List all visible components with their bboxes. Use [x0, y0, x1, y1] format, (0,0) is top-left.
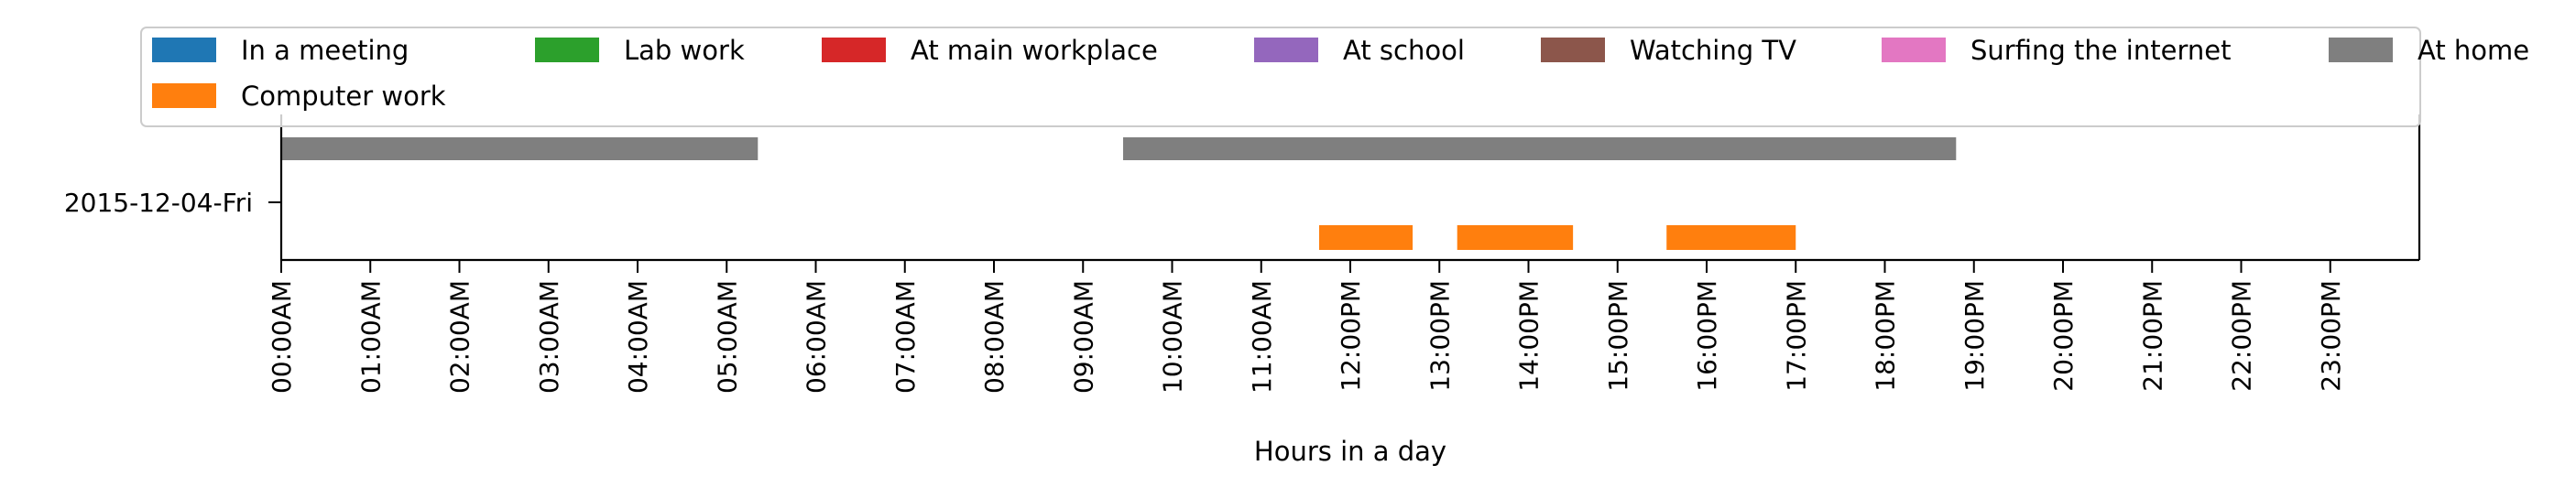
legend-label: Lab work: [624, 35, 745, 66]
bar-segment: [1123, 137, 1957, 160]
legend-item: At home: [2329, 35, 2529, 66]
x-tick-label: 17:00PM: [1781, 280, 1811, 392]
x-tick-label: 05:00AM: [712, 280, 742, 394]
x-tick-label: 10:00AM: [1158, 280, 1188, 394]
x-tick-label: 15:00PM: [1603, 280, 1633, 392]
bar-segments: [281, 137, 1957, 250]
legend-label: Computer work: [241, 81, 446, 112]
x-tick-label: 14:00PM: [1514, 280, 1545, 392]
y-tick-label: 2015-12-04-Fri: [64, 188, 253, 218]
legend-label: Watching TV: [1630, 35, 1796, 66]
legend-swatch: [822, 38, 886, 62]
legend: In a meeting Computer work Lab work At main…: [140, 27, 2529, 127]
x-axis-label: Hours in a day: [1254, 436, 1446, 467]
legend-item: Watching TV: [1541, 35, 1796, 66]
legend-frame: [140, 27, 2421, 127]
x-tick-label: 01:00AM: [355, 280, 386, 394]
x-tick-label: 04:00AM: [623, 280, 653, 394]
legend-swatch: [152, 38, 216, 62]
legend-swatch: [535, 38, 599, 62]
x-tick-label: 18:00PM: [1871, 280, 1901, 392]
x-tick-label: 03:00AM: [534, 280, 564, 394]
legend-label: In a meeting: [241, 35, 409, 66]
legend-item: At main workplace: [822, 35, 1158, 66]
legend-swatch: [2329, 38, 2393, 62]
legend-swatch: [1541, 38, 1605, 62]
legend-label: At school: [1343, 35, 1465, 66]
legend-item: Lab work: [535, 35, 745, 66]
x-tick-label: 22:00PM: [2227, 280, 2257, 392]
x-ticks: 00:00AM 01:00AM 02:00AM 03:00AM 04:00AM 05:00…: [267, 260, 2346, 394]
x-tick-label: 08:00AM: [979, 280, 1010, 394]
legend-item: Computer work: [152, 81, 446, 112]
x-tick-label: 16:00PM: [1692, 280, 1722, 392]
bar-segment: [1666, 225, 1796, 250]
legend-label: At home: [2418, 35, 2529, 66]
x-tick-label: 02:00AM: [445, 280, 475, 394]
legend-swatch: [152, 83, 216, 108]
x-tick-label: 19:00PM: [1959, 280, 1990, 392]
x-tick-label: 23:00PM: [2316, 280, 2346, 392]
x-tick-label: 00:00AM: [267, 280, 297, 394]
bar-segment: [1457, 225, 1574, 250]
legend-label: At main workplace: [911, 35, 1158, 66]
legend-item: Surfing the internet: [1882, 35, 2231, 66]
legend-swatch: [1882, 38, 1946, 62]
x-tick-label: 09:00AM: [1068, 280, 1098, 394]
legend-swatch: [1254, 38, 1318, 62]
bar-segment: [281, 137, 759, 160]
x-tick-label: 13:00PM: [1424, 280, 1455, 392]
legend-label: Surfing the internet: [1970, 35, 2231, 66]
legend-item: At school: [1254, 35, 1465, 66]
x-tick-label: 06:00AM: [802, 280, 832, 394]
x-tick-label: 20:00PM: [2048, 280, 2079, 392]
x-tick-label: 11:00AM: [1247, 280, 1277, 394]
x-tick-label: 07:00AM: [890, 280, 921, 394]
x-tick-label: 21:00PM: [2137, 280, 2167, 392]
legend-item: In a meeting: [152, 35, 409, 66]
x-tick-label: 12:00PM: [1336, 280, 1366, 392]
bar-segment: [1318, 225, 1414, 250]
